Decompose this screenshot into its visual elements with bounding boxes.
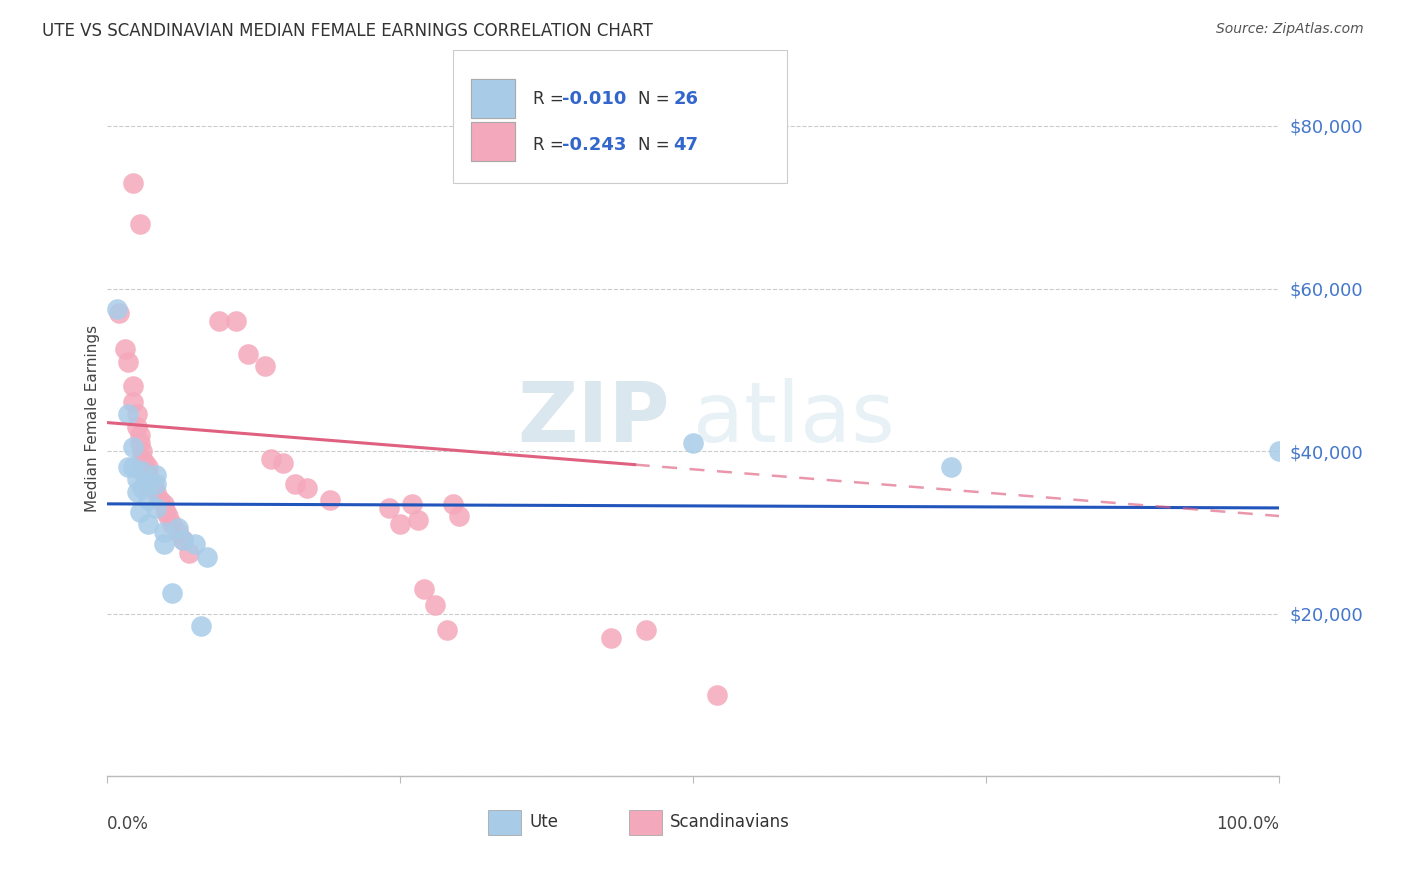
Point: [254, 359, 277, 373]
Point: [260, 452, 283, 467]
Text: Scandinavians: Scandinavians: [669, 813, 790, 830]
Point: [1268, 444, 1291, 458]
Point: [114, 343, 136, 357]
Point: [117, 408, 139, 422]
Text: Source: ZipAtlas.com: Source: ZipAtlas.com: [1216, 22, 1364, 37]
FancyBboxPatch shape: [453, 50, 787, 183]
Point: [131, 452, 153, 467]
Point: [436, 623, 458, 637]
Point: [125, 473, 148, 487]
Point: [136, 492, 159, 507]
Y-axis label: Median Female Earnings: Median Female Earnings: [86, 325, 100, 512]
Text: atlas: atlas: [693, 378, 896, 459]
Point: [160, 586, 183, 600]
Point: [425, 599, 447, 613]
FancyBboxPatch shape: [471, 122, 515, 161]
Point: [236, 346, 259, 360]
Point: [172, 533, 194, 548]
Point: [207, 314, 229, 328]
Point: [184, 537, 207, 551]
Point: [131, 444, 153, 458]
Text: 100.0%: 100.0%: [1216, 815, 1279, 833]
Point: [401, 497, 423, 511]
Point: [125, 484, 148, 499]
Point: [160, 517, 183, 532]
Point: [134, 456, 156, 470]
Point: [941, 460, 963, 475]
Point: [117, 460, 139, 475]
Text: N =: N =: [638, 136, 675, 153]
Point: [131, 481, 153, 495]
Point: [152, 497, 174, 511]
Text: R =: R =: [533, 136, 569, 153]
Point: [179, 546, 201, 560]
Point: [129, 427, 152, 442]
Point: [172, 533, 194, 548]
Point: [143, 481, 166, 495]
Point: [122, 395, 145, 409]
Point: [406, 513, 429, 527]
Text: 26: 26: [673, 90, 699, 108]
Point: [131, 464, 153, 478]
Point: [389, 517, 412, 532]
Point: [225, 314, 247, 328]
Point: [136, 460, 159, 475]
Point: [145, 500, 167, 515]
Point: [105, 301, 128, 316]
Point: [149, 492, 172, 507]
Point: [122, 460, 145, 475]
Point: [155, 505, 177, 519]
Text: UTE VS SCANDINAVIAN MEDIAN FEMALE EARNINGS CORRELATION CHART: UTE VS SCANDINAVIAN MEDIAN FEMALE EARNIN…: [42, 22, 652, 40]
Point: [377, 500, 399, 515]
Point: [682, 436, 704, 450]
Text: -0.243: -0.243: [562, 136, 627, 153]
Text: ZIP: ZIP: [517, 378, 669, 459]
Point: [129, 436, 152, 450]
Point: [136, 517, 159, 532]
Point: [195, 549, 218, 564]
Point: [145, 468, 167, 483]
Point: [141, 476, 163, 491]
Point: [125, 408, 148, 422]
Point: [447, 509, 470, 524]
Text: R =: R =: [533, 90, 569, 108]
Point: [271, 456, 294, 470]
Point: [108, 306, 131, 320]
Point: [166, 521, 188, 535]
Point: [145, 476, 167, 491]
Point: [122, 379, 145, 393]
Text: 47: 47: [673, 136, 699, 153]
Text: Ute: Ute: [529, 813, 558, 830]
Text: N =: N =: [638, 90, 675, 108]
Point: [136, 468, 159, 483]
Point: [122, 176, 145, 190]
Point: [129, 217, 152, 231]
Point: [319, 492, 342, 507]
Point: [706, 688, 728, 702]
Text: 0.0%: 0.0%: [107, 815, 149, 833]
FancyBboxPatch shape: [488, 810, 522, 835]
FancyBboxPatch shape: [628, 810, 662, 835]
Point: [636, 623, 658, 637]
Text: -0.010: -0.010: [562, 90, 627, 108]
Point: [166, 525, 188, 540]
Point: [145, 484, 167, 499]
Point: [190, 619, 212, 633]
Point: [129, 505, 152, 519]
Point: [152, 525, 174, 540]
Point: [136, 476, 159, 491]
Point: [122, 440, 145, 454]
Point: [295, 481, 318, 495]
Point: [441, 497, 464, 511]
Point: [117, 354, 139, 368]
Point: [157, 509, 180, 524]
Point: [284, 476, 307, 491]
Point: [125, 419, 148, 434]
FancyBboxPatch shape: [471, 78, 515, 119]
Point: [600, 631, 623, 645]
Point: [152, 537, 174, 551]
Point: [412, 582, 434, 597]
